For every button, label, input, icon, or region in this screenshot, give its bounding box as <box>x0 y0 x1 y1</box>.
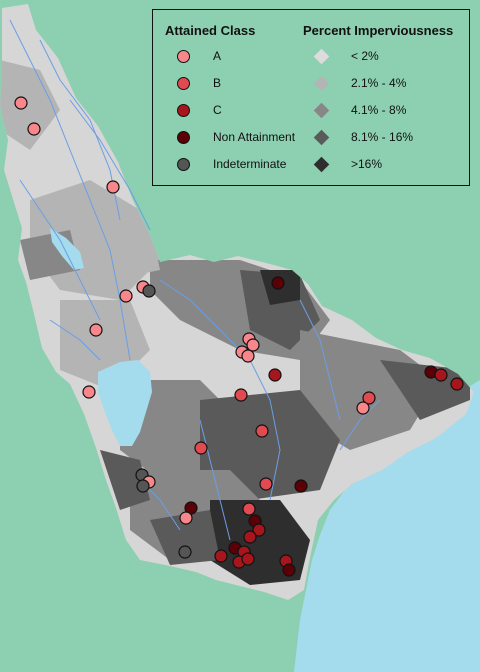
class-c-label: C <box>213 103 222 117</box>
class-c-symbol <box>177 103 190 117</box>
non-attainment-symbol <box>177 130 190 144</box>
site-class-a <box>89 323 103 337</box>
site-class-b <box>234 388 248 402</box>
site-non-attainment <box>282 563 296 577</box>
large-lake <box>98 360 152 446</box>
class-a-symbol <box>177 49 190 63</box>
site-class-a <box>246 338 260 352</box>
site-class-a <box>179 511 193 525</box>
site-class-c <box>214 549 228 563</box>
legend-impervious-row: 4.1% - 8% <box>153 100 469 120</box>
site-indeterminate <box>178 545 192 559</box>
site-class-a <box>356 401 370 415</box>
impervious-2-4-label: 2.1% - 4% <box>351 76 407 90</box>
legend-class-row: C <box>153 100 293 120</box>
legend-impervious-row: 2.1% - 4% <box>153 73 469 93</box>
site-class-b <box>242 502 256 516</box>
class-b-symbol <box>177 76 190 90</box>
impervious-8-16-label: 8.1% - 16% <box>351 130 414 144</box>
site-class-c <box>252 523 266 537</box>
legend-class-row: Indeterminate <box>153 154 313 174</box>
legend-class-row: A <box>153 46 293 66</box>
impervious-4-8-symbol <box>313 102 330 118</box>
site-class-c <box>434 368 448 382</box>
bay-water <box>294 380 480 672</box>
legend-class-row: Non Attainment <box>153 127 313 147</box>
class-a-label: A <box>213 49 222 63</box>
site-class-c <box>268 368 282 382</box>
impervious-lt2-label: < 2% <box>351 49 379 63</box>
site-class-a <box>241 349 255 363</box>
site-class-a <box>27 122 41 136</box>
attained-class-title: Attained Class <box>165 23 256 38</box>
site-class-b <box>194 441 208 455</box>
site-class-b <box>259 477 273 491</box>
impervious-lt2-symbol <box>313 48 330 64</box>
impervious-gt16-symbol <box>313 156 330 172</box>
site-class-a <box>14 96 28 110</box>
site-class-c <box>450 377 464 391</box>
site-class-a <box>82 385 96 399</box>
impervious-8-16-symbol <box>313 129 330 145</box>
sample-sites <box>14 96 464 577</box>
legend-impervious-row: < 2% <box>153 46 469 66</box>
site-indeterminate <box>136 479 150 493</box>
site-class-c <box>241 552 255 566</box>
imperviousness-patches <box>0 60 470 585</box>
site-indeterminate <box>142 284 156 298</box>
map-legend: Attained Class Percent Imperviousness A … <box>152 9 470 186</box>
non-attainment-label: Non Attainment <box>213 130 296 144</box>
site-non-attainment <box>294 479 308 493</box>
site-class-b <box>362 391 376 405</box>
legend-impervious-row: 8.1% - 16% <box>153 127 469 147</box>
imperviousness-title: Percent Imperviousness <box>303 23 454 38</box>
site-class-c <box>243 530 257 544</box>
site-class-a <box>106 180 120 194</box>
impervious-gt16-label: >16% <box>351 157 383 171</box>
indeterminate-symbol <box>177 157 190 171</box>
site-class-b <box>255 424 269 438</box>
legend-impervious-row: >16% <box>153 154 469 174</box>
indeterminate-label: Indeterminate <box>213 157 287 171</box>
legend-class-row: B <box>153 73 293 93</box>
site-class-a <box>119 289 133 303</box>
impervious-4-8-label: 4.1% - 8% <box>351 103 407 117</box>
site-non-attainment <box>271 276 285 290</box>
class-b-label: B <box>213 76 222 90</box>
impervious-2-4-symbol <box>313 75 330 91</box>
